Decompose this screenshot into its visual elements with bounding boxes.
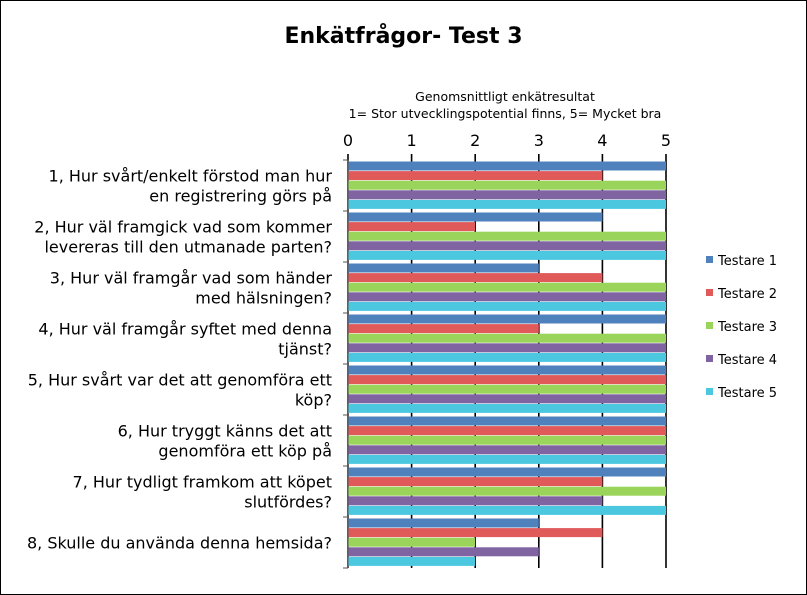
bar-testare-4-q7 [348,496,603,506]
bar-testare-1-q6 [348,416,666,426]
bar-testare-3-q1 [348,180,666,190]
legend: Testare 1 Testare 2 Testare 3 Testare 4 Test… [706,254,777,401]
bar-testare-4-q8 [348,547,539,557]
bar-testare-5-q7 [348,505,666,515]
bar-testare-3-q3 [348,282,666,292]
category-label: 6, Hur tryggt känns det att [118,422,332,441]
bar-testare-5-q8 [348,556,476,566]
legend-swatch [706,256,713,263]
bar-testare-2-q5 [348,375,666,385]
bar-testare-4-q1 [348,190,666,200]
category-label: 1, Hur svårt/enkelt förstod man hur [49,167,333,186]
bar-testare-3-q6 [348,435,666,445]
bar-testare-1-q4 [348,314,666,324]
bar-testare-1-q2 [348,212,603,222]
legend-label: Testare 3 [717,320,777,335]
legend-swatch [706,322,713,329]
bar-testare-3-q2 [348,231,666,241]
bar-testare-2-q1 [348,171,603,181]
bar-testare-1-q5 [348,365,666,375]
chart-title: Enkätfrågor- Test 3 [284,24,523,49]
category-label: 5, Hur svårt var det att genomföra ett [28,371,332,390]
bars [348,161,666,566]
category-label: levereras till den utmanade parten? [44,238,332,257]
legend-label: Testare 1 [717,254,777,269]
bar-testare-1-q8 [348,518,539,528]
legend-label: Testare 4 [717,353,777,368]
category-label: 7, Hur tydligt framkom att köpet [73,473,332,492]
bar-testare-5-q1 [348,199,666,209]
tick-label: 0 [343,131,353,150]
tick-label: 2 [470,131,480,150]
legend-label: Testare 2 [717,287,777,302]
category-label: 2, Hur väl framgick vad som kommer [34,218,332,237]
bar-testare-1-q1 [348,161,666,171]
bar-testare-2-q2 [348,222,476,232]
bar-testare-5-q2 [348,250,666,260]
bar-testare-2-q8 [348,528,603,538]
bar-testare-3-q4 [348,333,666,343]
bar-testare-4-q2 [348,241,666,251]
category-label: tjänst? [278,340,332,359]
axes [343,159,349,569]
tick-label: 3 [534,131,544,150]
x-axis-sublabel: 1= Stor utvecklingspotential finns, 5= M… [348,106,662,121]
category-label: 8, Skulle du använda denna hemsida? [27,534,332,553]
legend-swatch [706,289,713,296]
bar-testare-4-q4 [348,343,666,353]
bar-testare-2-q4 [348,324,539,334]
bar-testare-3-q5 [348,384,666,394]
bar-testare-4-q5 [348,394,666,404]
legend-swatch [706,355,713,362]
category-label: 3, Hur väl framgår vad som händer [50,269,333,288]
bar-testare-3-q8 [348,537,476,547]
bar-testare-4-q6 [348,445,666,455]
tick-label: 5 [661,131,671,150]
tick-labels: 0 1 2 3 4 5 [343,131,671,150]
bar-testare-2-q3 [348,273,603,283]
bar-testare-1-q3 [348,263,539,273]
category-label: köp? [295,391,332,410]
category-label: genomföra ett köp på [158,442,332,461]
bar-testare-4-q3 [348,292,666,302]
x-axis-title: Genomsnittligt enkätresultat 1= Stor utv… [340,88,670,122]
category-label: 4, Hur väl framgår syftet med denna [38,320,332,339]
tick-label: 4 [597,131,607,150]
bar-testare-3-q7 [348,486,666,496]
legend-label: Testare 5 [717,386,777,401]
legend-swatch [706,388,713,395]
bar-testare-5-q4 [348,352,666,362]
bar-testare-2-q6 [348,426,666,436]
bar-testare-5-q3 [348,301,666,311]
x-axis-label: Genomsnittligt enkätresultat [415,89,595,104]
category-label: en registrering görs på [149,187,332,206]
bar-testare-5-q5 [348,403,666,413]
bar-testare-2-q7 [348,477,603,487]
tick-label: 1 [407,131,417,150]
bar-testare-5-q6 [348,454,666,464]
bar-testare-1-q7 [348,467,666,477]
category-label: slutfördes? [244,493,332,512]
category-label: med hälsningen? [195,289,332,308]
